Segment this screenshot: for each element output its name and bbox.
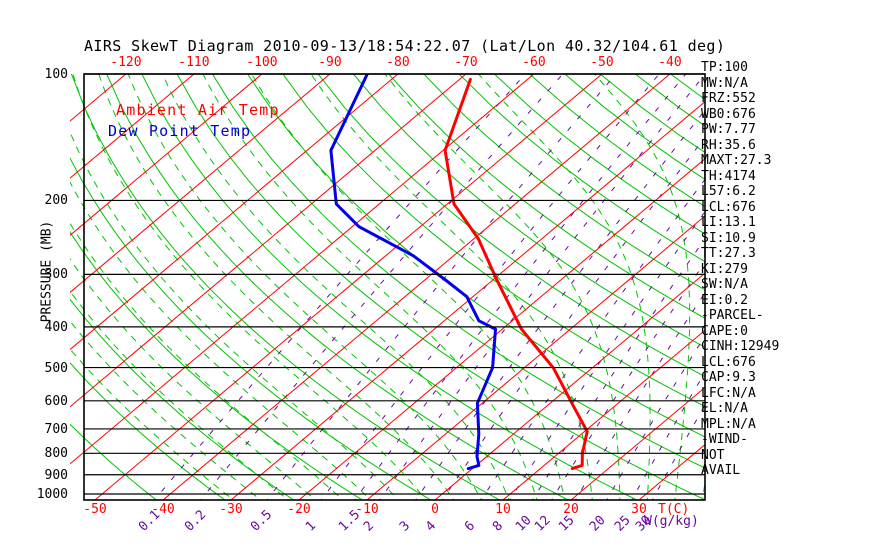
pressure-tick: 400 xyxy=(44,319,68,335)
stat-line: AVAIL xyxy=(701,463,741,478)
top-temp-tick: -70 xyxy=(454,55,478,70)
pressure-tick: 500 xyxy=(44,360,68,376)
pressure-tick: 200 xyxy=(44,193,68,209)
stat-line: SI:10.9 xyxy=(701,230,756,246)
bottom-temp-tick: 10 xyxy=(495,502,511,517)
stat-line: RH:35.6 xyxy=(701,137,756,153)
pressure-tick: 100 xyxy=(44,67,68,82)
stat-line: -WIND- xyxy=(701,432,748,447)
top-temp-tick: -40 xyxy=(658,55,682,70)
stat-line: FRZ:552 xyxy=(701,91,756,106)
bottom-temp-tick: -10 xyxy=(355,502,379,517)
top-temp-tick: -90 xyxy=(318,55,342,70)
bottom-temp-tick: -40 xyxy=(151,502,175,517)
bottom-temp-tick: -30 xyxy=(219,502,243,517)
temp-unit-label: T(C) xyxy=(658,502,690,517)
legend-dew-point-temp: Dew Point Temp xyxy=(108,122,252,140)
stat-line: CAP:9.3 xyxy=(701,370,756,385)
bottom-temp-tick: 20 xyxy=(563,502,579,517)
stat-line: L57:6.2 xyxy=(701,184,756,199)
stat-line: TP:100 xyxy=(701,60,748,75)
stat-line: -PARCEL- xyxy=(701,308,764,323)
top-temp-tick: -60 xyxy=(522,55,546,70)
top-temp-tick: -110 xyxy=(178,55,210,70)
stat-line: CAPE:0 xyxy=(701,323,748,339)
stat-line: WB0:676 xyxy=(701,106,756,122)
stat-line: KI:279 xyxy=(701,261,748,277)
stat-line: LCL:676 xyxy=(701,199,756,215)
pressure-tick: 700 xyxy=(44,421,68,437)
stat-line: CINH:12949 xyxy=(701,339,780,354)
pressure-tick: 1000 xyxy=(36,487,68,502)
pressure-tick: 900 xyxy=(44,467,68,483)
stat-line: EL:N/A xyxy=(701,401,748,416)
stat-line: MAXT:27.3 xyxy=(701,153,772,168)
top-temp-tick: -80 xyxy=(386,55,410,70)
top-temp-tick: -100 xyxy=(246,55,278,70)
stat-line: NOT xyxy=(701,447,725,463)
pressure-tick: 600 xyxy=(44,393,68,409)
dew-curve xyxy=(329,74,497,471)
bottom-temp-tick: -20 xyxy=(287,502,311,517)
chart-title: AIRS SkewT Diagram 2010-09-13/18:54:22.0… xyxy=(84,37,726,55)
stat-line: LI:13.1 xyxy=(701,215,756,230)
stat-line: LFC:N/A xyxy=(701,385,756,401)
mixing-ratio-unit-label: W(g/kg) xyxy=(644,514,699,529)
bottom-temp-tick: 0 xyxy=(431,502,439,517)
legend-ambient-air-temp: Ambient Air Temp xyxy=(116,101,280,119)
stat-line: TH:4174 xyxy=(701,168,756,184)
stat-line: SW:N/A xyxy=(701,277,748,292)
stat-line: MPL:N/A xyxy=(701,416,756,432)
top-temp-tick: -120 xyxy=(110,55,142,70)
stat-line: TT:27.3 xyxy=(701,246,756,261)
stat-line: MW:N/A xyxy=(701,75,748,91)
stat-line: PW:7.77 xyxy=(701,122,756,137)
stat-line: EI:0.2 xyxy=(701,292,748,308)
stats-panel: TP:100 MW:N/A FRZ:552 WB0:676 PW:7.77 RH:35.6… xyxy=(701,60,779,479)
pressure-tick: 800 xyxy=(44,446,68,462)
stat-line: LCL:676 xyxy=(701,354,756,370)
top-temp-tick: -50 xyxy=(590,55,614,70)
pressure-tick: 300 xyxy=(44,267,68,283)
bottom-temp-tick: 30 xyxy=(631,502,647,517)
temp-curve xyxy=(443,77,589,471)
bottom-temp-tick: -50 xyxy=(83,502,107,517)
